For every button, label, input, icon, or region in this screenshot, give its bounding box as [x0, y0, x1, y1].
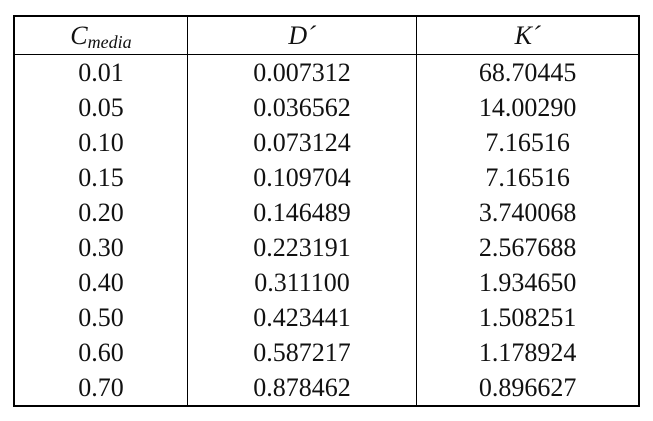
- header-cell: K´: [416, 16, 640, 55]
- table-cell: 1.508251: [416, 300, 640, 335]
- table-row: 0.05 0.036562 14.00290: [13, 90, 640, 125]
- table-cell: 14.00290: [416, 90, 640, 125]
- header-text: C: [70, 21, 88, 50]
- header-cell: D´: [186, 16, 418, 55]
- table-row: 0.01 0.007312 68.70445: [13, 54, 640, 90]
- table-cell: 3.740068: [416, 195, 640, 230]
- table-cell: 1.934650: [416, 265, 640, 300]
- table-cell: 0.50: [13, 300, 188, 335]
- table-cell: 0.40: [13, 265, 188, 300]
- table-cell: 0.073124: [186, 125, 418, 160]
- table-cell: 1.178924: [416, 335, 640, 370]
- table-row: 0.20 0.146489 3.740068: [13, 195, 640, 230]
- table-cell: 0.423441: [186, 300, 418, 335]
- table-header: Cmedia D´ K´: [13, 16, 640, 55]
- header-subscript: media: [87, 32, 132, 52]
- table-cell: 0.10: [13, 125, 188, 160]
- table-cell: 7.16516: [416, 125, 640, 160]
- table-row: 0.15 0.109704 7.16516: [13, 160, 640, 195]
- table-cell: 0.223191: [186, 230, 418, 265]
- table-cell: 0.896627: [416, 370, 640, 406]
- table-cell: 0.05: [13, 90, 188, 125]
- table-cell: 2.567688: [416, 230, 640, 265]
- table-row: 0.40 0.311100 1.934650: [13, 265, 640, 300]
- table-row: 0.30 0.223191 2.567688: [13, 230, 640, 265]
- table-cell: 68.70445: [416, 54, 640, 90]
- table-cell: 0.587217: [186, 335, 418, 370]
- table-cell: 0.311100: [186, 265, 418, 300]
- table-cell: 7.16516: [416, 160, 640, 195]
- table-cell: 0.007312: [186, 54, 418, 90]
- table-cell: 0.30: [13, 230, 188, 265]
- table-cell: 0.01: [13, 54, 188, 90]
- table-cell: 0.878462: [186, 370, 418, 406]
- table-body: 0.01 0.007312 68.70445 0.05 0.036562 14.00290…: [13, 54, 640, 406]
- table-row: 0.70 0.878462 0.896627: [13, 370, 640, 406]
- table-cell: 0.036562: [186, 90, 418, 125]
- table-cell: 0.70: [13, 370, 188, 406]
- table-cell: 0.60: [13, 335, 188, 370]
- data-table: Cmedia D´ K´ 0.01 0.007312 68.70445 0.05 0.0…: [13, 15, 640, 407]
- header-cell: Cmedia: [13, 16, 188, 55]
- table-cell: 0.20: [13, 195, 188, 230]
- table-row: 0.10 0.073124 7.16516: [13, 125, 640, 160]
- table-cell: 0.146489: [186, 195, 418, 230]
- table-row: 0.60 0.587217 1.178924: [13, 335, 640, 370]
- table-row: 0.50 0.423441 1.508251: [13, 300, 640, 335]
- table-cell: 0.109704: [186, 160, 418, 195]
- header-row: Cmedia D´ K´: [13, 16, 640, 55]
- table-cell: 0.15: [13, 160, 188, 195]
